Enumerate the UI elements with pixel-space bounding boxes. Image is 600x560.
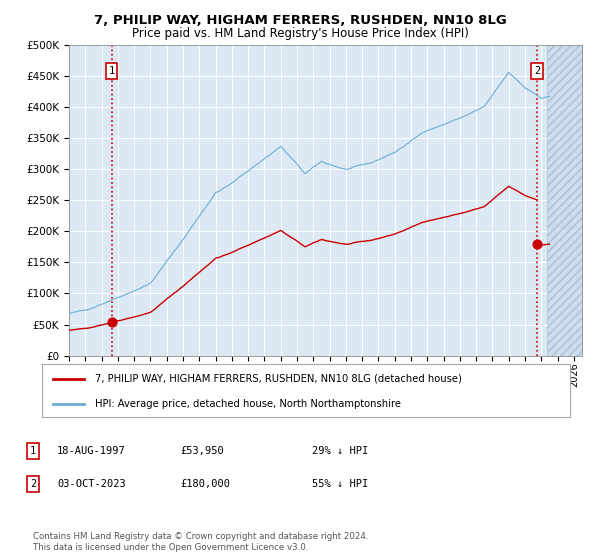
Text: HPI: Average price, detached house, North Northamptonshire: HPI: Average price, detached house, Nort… bbox=[95, 399, 401, 409]
Text: 1: 1 bbox=[30, 446, 36, 456]
Text: Contains HM Land Registry data © Crown copyright and database right 2024.
This d: Contains HM Land Registry data © Crown c… bbox=[33, 532, 368, 552]
Text: 18-AUG-1997: 18-AUG-1997 bbox=[57, 446, 126, 456]
Text: Price paid vs. HM Land Registry's House Price Index (HPI): Price paid vs. HM Land Registry's House … bbox=[131, 27, 469, 40]
Text: £180,000: £180,000 bbox=[180, 479, 230, 489]
Text: 2: 2 bbox=[534, 66, 541, 76]
Text: £53,950: £53,950 bbox=[180, 446, 224, 456]
Bar bbox=[547, 45, 582, 356]
Text: 7, PHILIP WAY, HIGHAM FERRERS, RUSHDEN, NN10 8LG: 7, PHILIP WAY, HIGHAM FERRERS, RUSHDEN, … bbox=[94, 14, 506, 27]
Text: 1: 1 bbox=[109, 66, 115, 76]
Text: 55% ↓ HPI: 55% ↓ HPI bbox=[312, 479, 368, 489]
Text: 29% ↓ HPI: 29% ↓ HPI bbox=[312, 446, 368, 456]
Text: 7, PHILIP WAY, HIGHAM FERRERS, RUSHDEN, NN10 8LG (detached house): 7, PHILIP WAY, HIGHAM FERRERS, RUSHDEN, … bbox=[95, 374, 461, 384]
Text: 2: 2 bbox=[30, 479, 36, 489]
Point bbox=[107, 318, 116, 326]
Point bbox=[532, 239, 542, 248]
Text: 03-OCT-2023: 03-OCT-2023 bbox=[57, 479, 126, 489]
